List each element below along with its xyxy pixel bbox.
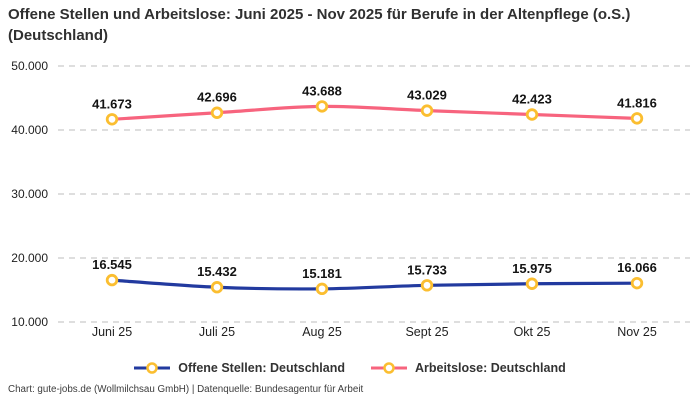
legend-label-offene-stellen: Offene Stellen: Deutschland xyxy=(178,361,345,375)
y-tick-label: 10.000 xyxy=(11,315,48,329)
data-point-marker xyxy=(630,112,644,125)
x-tick-label: Nov 25 xyxy=(617,325,657,339)
x-tick-label: Juli 25 xyxy=(199,325,235,339)
chart-title: Offene Stellen und Arbeitslose: Juni 202… xyxy=(8,6,631,44)
x-tick-label: Sept 25 xyxy=(405,325,448,339)
data-point-marker xyxy=(315,282,329,296)
legend-marker-offene-stellen-icon xyxy=(134,362,171,374)
data-point-marker xyxy=(630,276,644,290)
attribution-text: Chart: gute-jobs.de (Wollmilchsau GmbH) … xyxy=(8,384,364,395)
data-point-marker xyxy=(420,279,434,292)
y-tick-label: 30.000 xyxy=(11,187,48,201)
legend-item-offene-stellen: Offene Stellen: Deutschland xyxy=(134,361,345,375)
y-tick-label: 50.000 xyxy=(11,59,48,73)
x-tick-label: Juni 25 xyxy=(92,325,132,339)
data-point-label: 15.733 xyxy=(407,262,447,277)
data-point-label: 15.975 xyxy=(512,261,552,276)
data-point-label: 41.816 xyxy=(617,95,657,110)
data-point-marker xyxy=(315,100,329,113)
data-point-label: 15.181 xyxy=(302,266,342,281)
data-point-marker xyxy=(105,113,119,126)
data-point-label: 16.066 xyxy=(617,260,657,275)
data-point-marker xyxy=(105,273,119,287)
data-point-label: 43.688 xyxy=(302,83,342,98)
data-point-label: 16.545 xyxy=(92,257,132,272)
y-tick-label: 40.000 xyxy=(11,123,48,137)
data-point-label: 15.432 xyxy=(197,264,237,279)
x-tick-label: Aug 25 xyxy=(302,325,342,339)
data-point-label: 42.423 xyxy=(512,91,552,106)
data-point-label: 43.029 xyxy=(407,88,447,103)
data-point-marker xyxy=(210,106,224,119)
data-point-marker xyxy=(525,277,539,290)
y-tick-label: 20.000 xyxy=(11,251,48,265)
legend-marker-arbeitslose-icon xyxy=(370,362,407,374)
legend-label-arbeitslose: Arbeitslose: Deutschland xyxy=(414,361,566,375)
legend-item-arbeitslose: Arbeitslose: Deutschland xyxy=(370,361,566,375)
line-chart: 50.000 40.000 30.000 20.000 10.000 Juni 25 Jul… xyxy=(11,59,690,339)
x-tick-label: Okt 25 xyxy=(514,325,551,339)
legend: Offene Stellen: Deutschland Arbeitslose:… xyxy=(0,361,700,375)
series-line-offene-stellen xyxy=(110,278,639,291)
data-point-marker xyxy=(525,108,539,121)
data-point-label: 42.696 xyxy=(197,90,237,105)
series-line-arbeitslose xyxy=(110,104,639,121)
data-point-marker xyxy=(420,104,434,117)
data-point-label: 41.673 xyxy=(92,96,132,111)
data-point-marker xyxy=(210,281,224,294)
